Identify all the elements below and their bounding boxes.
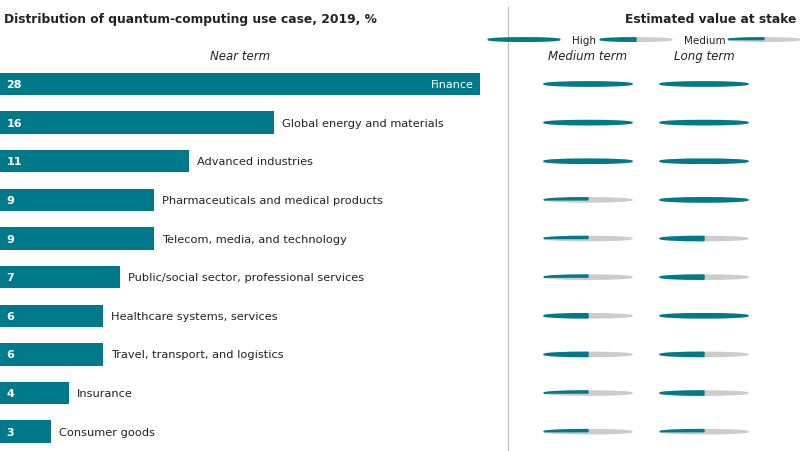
Circle shape: [544, 160, 632, 164]
Text: Public/social sector, professional services: Public/social sector, professional servi…: [128, 272, 364, 282]
Wedge shape: [544, 237, 588, 239]
Circle shape: [488, 39, 560, 42]
Circle shape: [660, 391, 748, 395]
Circle shape: [660, 121, 748, 125]
Text: 9: 9: [6, 195, 14, 206]
Wedge shape: [728, 39, 764, 41]
Circle shape: [544, 430, 632, 434]
Text: Long term: Long term: [674, 50, 734, 62]
FancyBboxPatch shape: [0, 420, 51, 443]
Wedge shape: [544, 391, 588, 393]
Text: Near term: Near term: [210, 50, 270, 62]
Circle shape: [660, 353, 748, 357]
Circle shape: [544, 353, 632, 357]
Circle shape: [728, 39, 800, 42]
FancyBboxPatch shape: [0, 228, 154, 250]
Circle shape: [660, 314, 748, 318]
Circle shape: [544, 121, 632, 125]
Text: 28: 28: [6, 80, 22, 90]
Text: 11: 11: [6, 157, 22, 167]
Circle shape: [544, 314, 632, 318]
Wedge shape: [544, 430, 588, 432]
Wedge shape: [544, 198, 588, 200]
Text: Medium: Medium: [684, 36, 726, 46]
Circle shape: [544, 237, 632, 241]
Wedge shape: [544, 353, 588, 357]
Wedge shape: [544, 276, 588, 277]
Text: Pharmaceuticals and medical products: Pharmaceuticals and medical products: [162, 195, 383, 206]
Text: 3: 3: [6, 427, 14, 437]
FancyBboxPatch shape: [0, 151, 189, 173]
FancyBboxPatch shape: [0, 112, 274, 134]
FancyBboxPatch shape: [0, 189, 154, 212]
Text: Medium term: Medium term: [549, 50, 627, 62]
Circle shape: [660, 83, 748, 87]
Wedge shape: [600, 39, 636, 42]
Circle shape: [660, 83, 748, 87]
FancyBboxPatch shape: [0, 344, 103, 366]
Text: 7: 7: [6, 272, 14, 282]
Circle shape: [544, 121, 632, 125]
Circle shape: [488, 39, 560, 42]
Text: Global energy and materials: Global energy and materials: [282, 118, 444, 129]
Text: Finance: Finance: [430, 80, 474, 90]
Text: 9: 9: [6, 234, 14, 244]
Circle shape: [660, 237, 748, 241]
Circle shape: [660, 121, 748, 125]
Wedge shape: [660, 391, 704, 395]
Text: 4: 4: [6, 388, 14, 398]
Circle shape: [660, 430, 748, 434]
FancyBboxPatch shape: [0, 267, 120, 289]
Wedge shape: [544, 314, 588, 318]
Text: High: High: [572, 36, 596, 46]
Text: 16: 16: [6, 118, 22, 129]
FancyBboxPatch shape: [0, 305, 103, 327]
Text: Estimated value at stake: Estimated value at stake: [625, 13, 796, 26]
Wedge shape: [660, 353, 704, 357]
Circle shape: [660, 198, 748, 202]
Text: Healthcare systems, services: Healthcare systems, services: [111, 311, 278, 321]
Circle shape: [544, 83, 632, 87]
Circle shape: [544, 276, 632, 280]
Text: Consumer goods: Consumer goods: [59, 427, 155, 437]
Circle shape: [660, 198, 748, 202]
Circle shape: [544, 83, 632, 87]
Text: Distribution of quantum-computing use case, 2019, %: Distribution of quantum-computing use ca…: [4, 13, 377, 26]
Circle shape: [660, 276, 748, 280]
Text: Insurance: Insurance: [77, 388, 133, 398]
Text: Travel, transport, and logistics: Travel, transport, and logistics: [111, 350, 283, 359]
Circle shape: [544, 160, 632, 164]
Circle shape: [544, 391, 632, 395]
Circle shape: [544, 198, 632, 202]
Circle shape: [660, 160, 748, 164]
Text: 6: 6: [6, 311, 14, 321]
FancyBboxPatch shape: [0, 74, 480, 96]
Wedge shape: [660, 430, 704, 432]
Text: Advanced industries: Advanced industries: [197, 157, 313, 167]
Circle shape: [600, 39, 672, 42]
Text: 6: 6: [6, 350, 14, 359]
Circle shape: [660, 160, 748, 164]
Wedge shape: [660, 237, 704, 241]
Wedge shape: [660, 276, 704, 280]
FancyBboxPatch shape: [0, 382, 69, 405]
Text: Telecom, media, and technology: Telecom, media, and technology: [162, 234, 347, 244]
Circle shape: [660, 314, 748, 318]
